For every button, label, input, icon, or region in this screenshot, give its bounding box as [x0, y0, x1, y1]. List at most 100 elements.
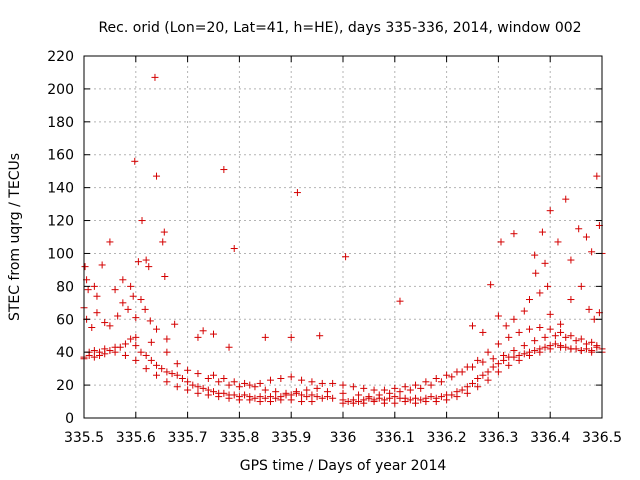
data-point [119, 276, 127, 284]
data-point [313, 393, 321, 401]
data-point [84, 286, 92, 294]
data-point [129, 292, 137, 300]
data-point [96, 351, 104, 359]
data-point [153, 172, 161, 180]
data-point [502, 322, 510, 330]
data-point [484, 348, 492, 356]
data-point [106, 322, 114, 330]
data-point [173, 371, 181, 379]
data-point [168, 370, 176, 378]
data-point [474, 356, 482, 364]
data-point [161, 272, 169, 280]
data-point [453, 393, 461, 401]
data-point [422, 378, 430, 386]
data-point [412, 399, 420, 407]
data-point [355, 398, 363, 406]
data-point [318, 379, 326, 387]
data-point [277, 396, 285, 404]
data-point [479, 328, 487, 336]
data-point [101, 350, 109, 358]
data-point [531, 251, 539, 259]
data-point [339, 381, 347, 389]
data-point [355, 391, 363, 399]
data-point [406, 396, 414, 404]
y-tick-label: 120 [47, 214, 74, 230]
data-point [230, 378, 238, 386]
data-point [261, 394, 269, 402]
data-point [313, 384, 321, 392]
data-point [256, 398, 264, 406]
data-point [448, 391, 456, 399]
data-point [121, 351, 129, 359]
y-tick-label: 100 [47, 246, 74, 262]
data-point [484, 376, 492, 384]
data-point [344, 398, 352, 406]
data-point [90, 353, 98, 361]
data-point [365, 393, 373, 401]
data-point [158, 365, 166, 373]
data-point [298, 398, 306, 406]
y-tick-label: 60 [56, 312, 74, 328]
data-point [178, 375, 186, 383]
x-tick-label: 335.7 [168, 430, 208, 446]
data-point [515, 356, 523, 364]
data-point [266, 376, 274, 384]
data-point [520, 307, 528, 315]
data-point [593, 342, 601, 350]
data-point [546, 345, 554, 353]
data-point [532, 269, 540, 277]
data-point [567, 345, 575, 353]
data-point [557, 328, 565, 336]
data-point [401, 383, 409, 391]
data-point [114, 312, 122, 320]
data-point [541, 343, 549, 351]
data-point [531, 337, 539, 345]
data-point [536, 289, 544, 297]
data-point [520, 350, 528, 358]
data-point [443, 396, 451, 404]
data-point [134, 258, 142, 266]
data-point [546, 207, 554, 215]
data-point [145, 263, 153, 271]
chart-title: Rec. orid (Lon=20, Lat=41, h=HE), days 3… [98, 20, 581, 36]
data-point [432, 398, 440, 406]
x-tick-label: 336.4 [530, 430, 570, 446]
data-point [215, 393, 223, 401]
data-point [256, 379, 264, 387]
data-point [235, 396, 243, 404]
data-point [484, 368, 492, 376]
data-point [525, 296, 533, 304]
data-point [469, 363, 476, 371]
data-point [90, 347, 98, 355]
data-point [303, 393, 311, 401]
data-point [163, 368, 171, 376]
data-point [360, 384, 368, 392]
data-point [111, 348, 119, 356]
data-point [106, 238, 114, 246]
data-point [391, 393, 399, 401]
data-point [210, 330, 217, 338]
data-point [303, 386, 311, 394]
data-point [127, 282, 135, 290]
data-point [272, 394, 280, 402]
data-point [261, 333, 269, 341]
data-point [349, 383, 357, 391]
data-point [298, 376, 306, 384]
y-tick-label: 0 [65, 411, 74, 427]
data-point [85, 351, 93, 359]
data-point [308, 391, 316, 399]
data-point [220, 389, 228, 397]
data-point [463, 383, 471, 391]
data-point [160, 228, 168, 236]
data-point [131, 157, 139, 165]
data-point [184, 378, 192, 386]
data-point [98, 261, 106, 269]
data-point [551, 340, 559, 348]
data-point [194, 383, 202, 391]
data-point [412, 381, 420, 389]
data-point [293, 189, 301, 197]
data-point [525, 325, 533, 333]
data-point [277, 375, 285, 383]
data-point [588, 338, 596, 346]
data-point [106, 347, 114, 355]
